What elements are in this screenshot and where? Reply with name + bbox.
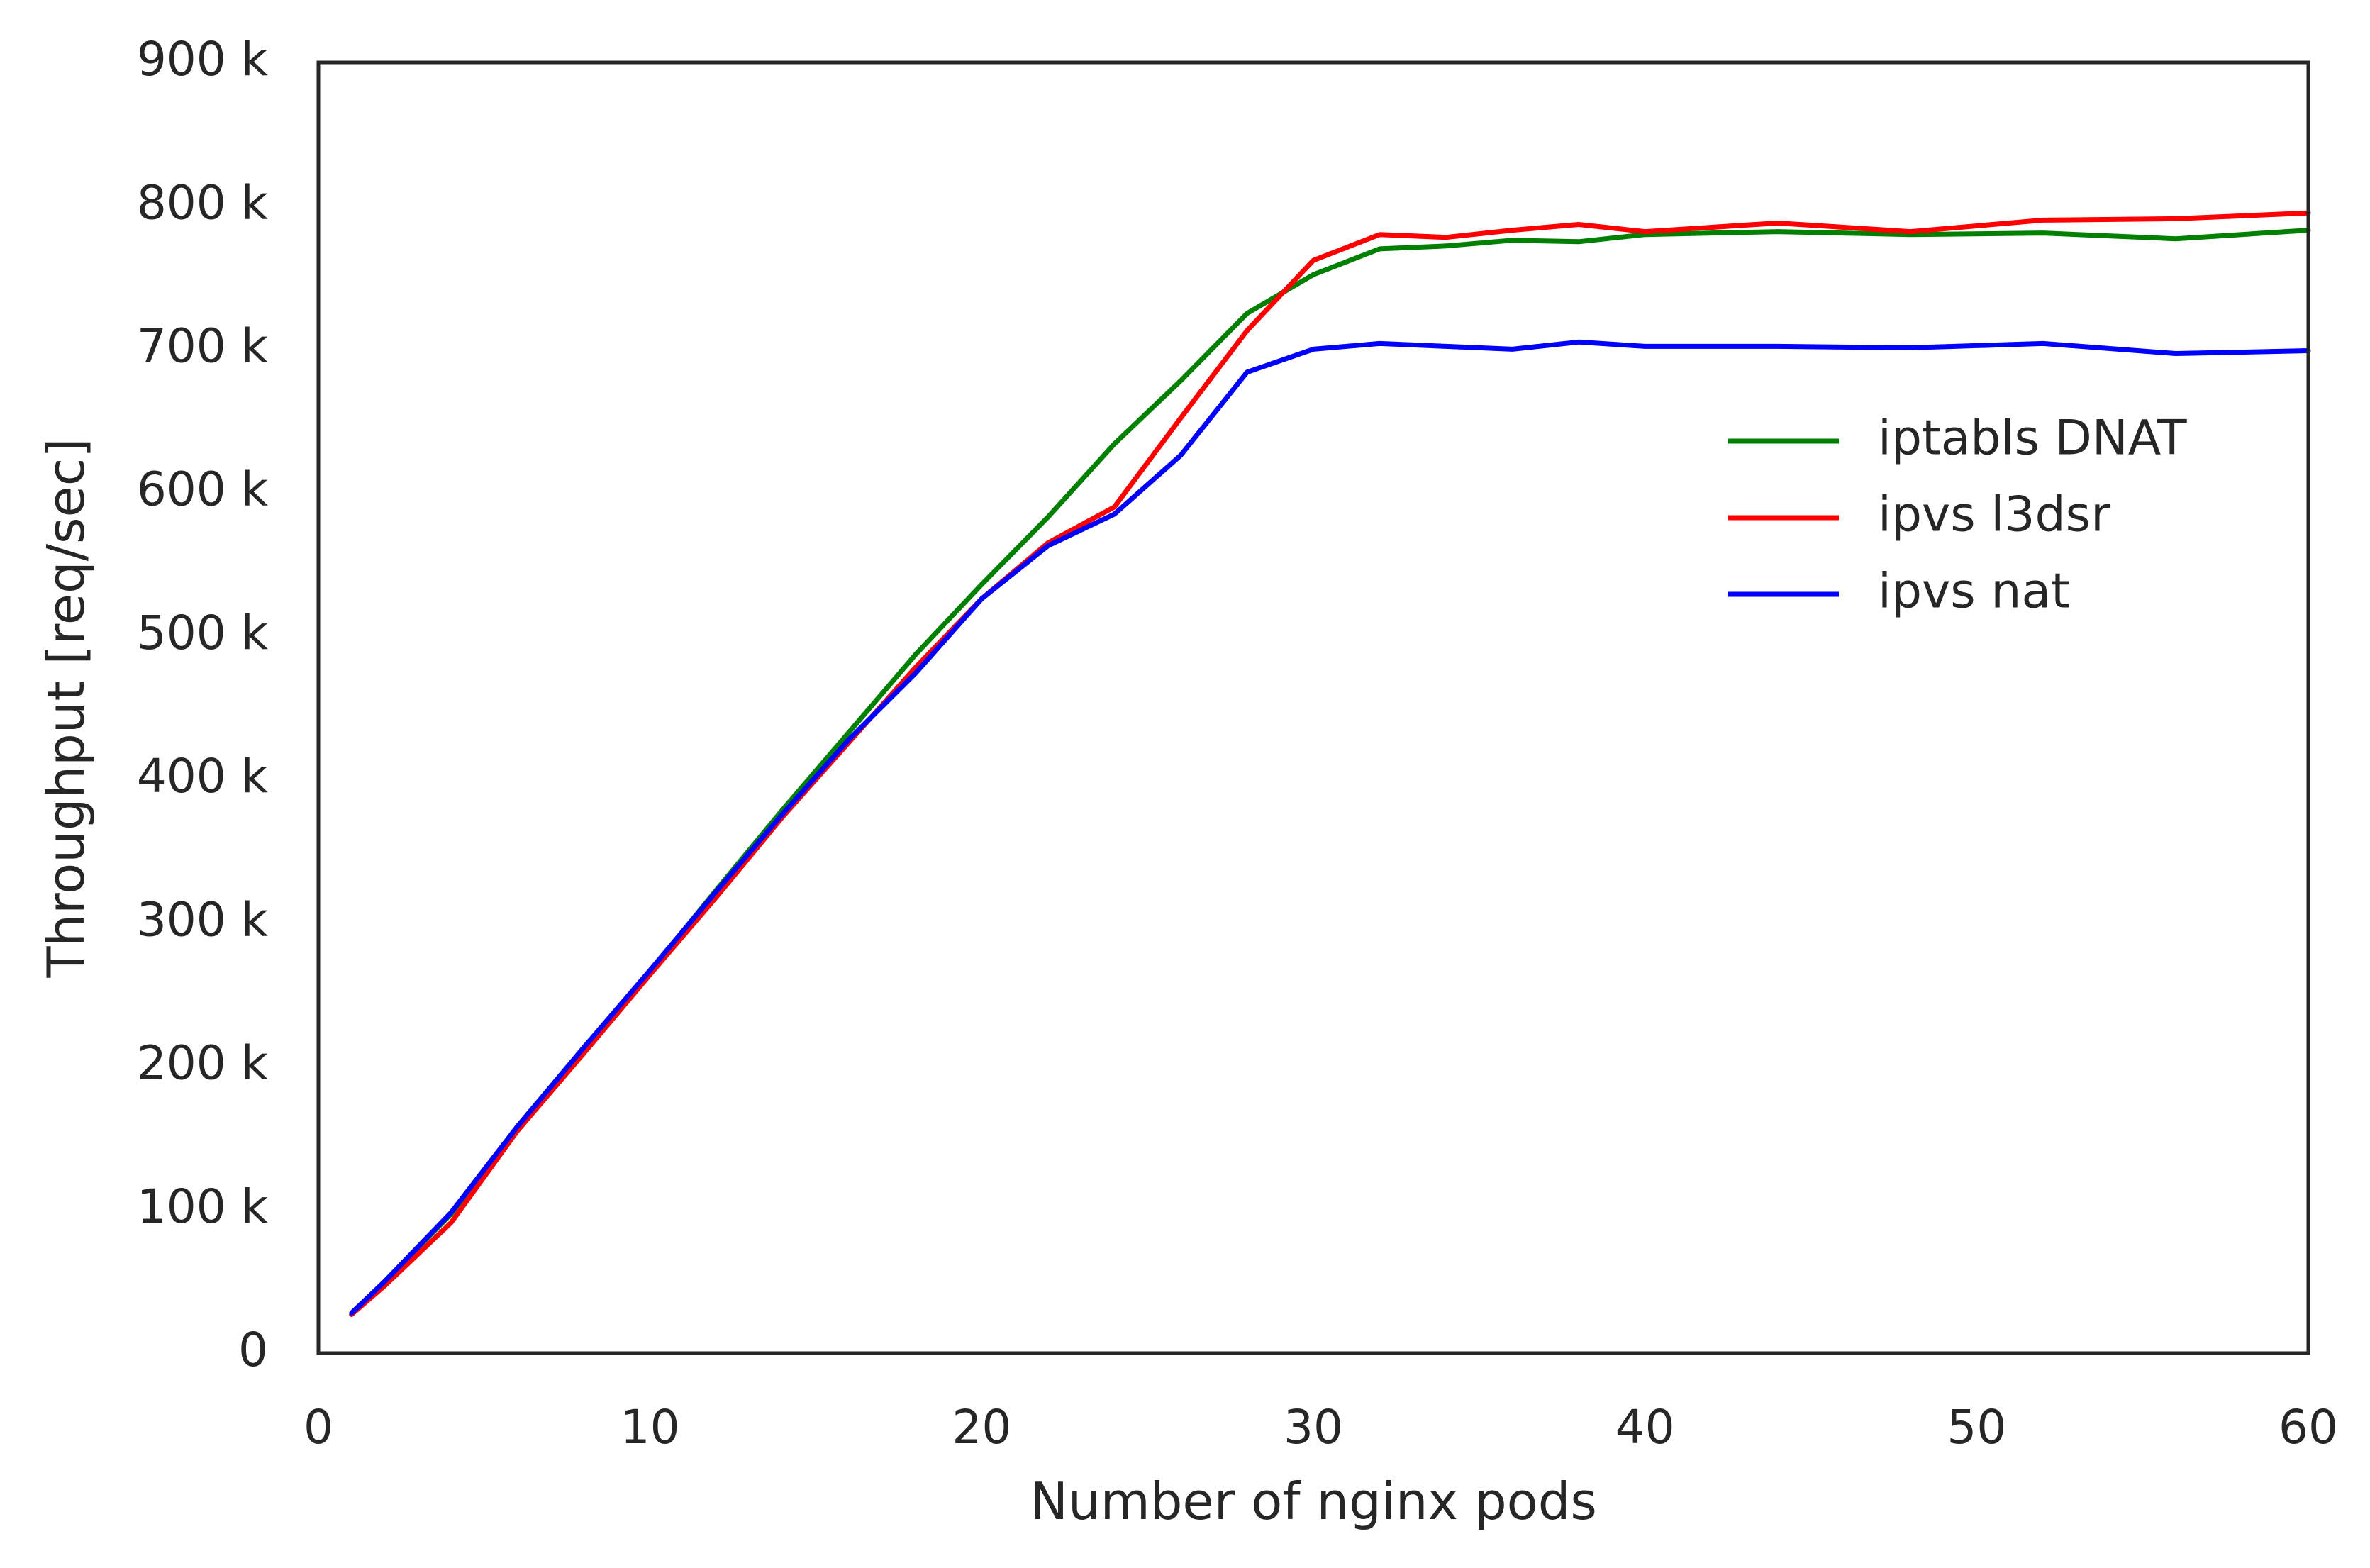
x-axis-title: Number of nginx pods xyxy=(1030,1472,1597,1531)
legend-label: iptabls DNAT xyxy=(1878,411,2187,467)
y-tick-label: 500 k xyxy=(137,606,269,660)
x-tick-label: 30 xyxy=(1284,1400,1343,1455)
legend-label: ipvs nat xyxy=(1878,564,2070,620)
x-tick-label: 20 xyxy=(952,1400,1011,1455)
legend: iptabls DNAT ipvs l3dsr ipvs nat xyxy=(1728,411,2187,620)
y-tick-label: 900 k xyxy=(137,32,269,87)
y-axis-title: Throughput [req/sec] xyxy=(36,438,96,979)
y-tick-label: 700 k xyxy=(137,319,269,374)
y-tick-label: 800 k xyxy=(137,175,269,230)
plot-frame xyxy=(316,60,2310,1355)
legend-label: ipvs l3dsr xyxy=(1878,487,2110,543)
x-tick-label: 40 xyxy=(1615,1400,1675,1455)
plot-area xyxy=(316,60,2311,1355)
y-tick-label: 400 k xyxy=(137,749,269,804)
y-tick-label: 300 k xyxy=(137,892,269,947)
x-tick-label: 60 xyxy=(2279,1400,2338,1455)
x-tick-label: 0 xyxy=(304,1400,333,1455)
y-tick-label: 100 k xyxy=(137,1179,269,1234)
y-tick-label: 200 k xyxy=(137,1036,269,1091)
y-tick-label: 0 xyxy=(238,1323,268,1377)
x-tick-label: 10 xyxy=(621,1400,680,1455)
x-tick-label: 50 xyxy=(1947,1400,2006,1455)
y-tick-label: 600 k xyxy=(137,462,269,517)
y-axis-ticks: 0 100 k 200 k 300 k 400 k 500 k 600 k 700 k 800 … xyxy=(137,32,269,1377)
series-line-2 xyxy=(349,210,2311,1317)
x-axis-ticks: 0 10 20 30 40 50 60 xyxy=(304,1400,2338,1455)
series-layer xyxy=(349,210,2311,1317)
series-line-1 xyxy=(349,228,2311,1317)
series-line-3 xyxy=(349,339,2311,1316)
